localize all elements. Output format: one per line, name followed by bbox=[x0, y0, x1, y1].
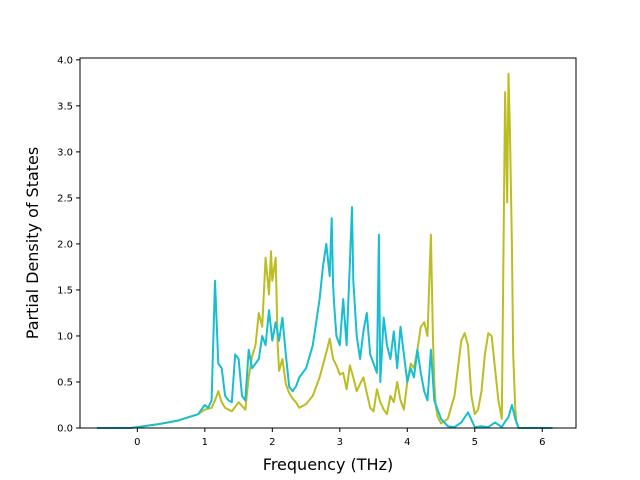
series-line-1 bbox=[96, 72, 553, 429]
series-line-2 bbox=[96, 206, 553, 429]
y-tick-label: 1.5 bbox=[57, 285, 73, 296]
x-tick-label: 5 bbox=[472, 437, 478, 448]
x-tick-label: 4 bbox=[404, 437, 410, 448]
y-tick-label: 0.0 bbox=[57, 424, 73, 435]
y-tick-label: 1.0 bbox=[57, 331, 73, 342]
x-tick-label: 2 bbox=[269, 437, 275, 448]
x-tick-label: 0 bbox=[134, 437, 140, 448]
y-tick-label: 3.5 bbox=[57, 101, 73, 112]
y-tick-label: 0.5 bbox=[57, 377, 73, 388]
x-tick-label: 3 bbox=[337, 437, 343, 448]
y-tick-label: 4.0 bbox=[57, 55, 73, 66]
x-axis-label: Frequency (THz) bbox=[263, 455, 393, 474]
x-tick-label: 1 bbox=[202, 437, 208, 448]
y-axis-ticks: 0.0 0.5 1.0 1.5 2.0 2.5 3.0 3.5 4.0 bbox=[57, 55, 80, 435]
x-tick-label: 6 bbox=[539, 437, 545, 448]
y-tick-label: 3.0 bbox=[57, 147, 73, 158]
y-tick-label: 2.5 bbox=[57, 193, 73, 204]
y-tick-label: 2.0 bbox=[57, 239, 73, 250]
x-axis-ticks: 0 1 2 3 4 5 6 bbox=[134, 428, 545, 448]
plot-lines bbox=[96, 72, 553, 429]
y-axis-label: Partial Density of States bbox=[23, 147, 42, 339]
plot-frame bbox=[79, 57, 577, 429]
